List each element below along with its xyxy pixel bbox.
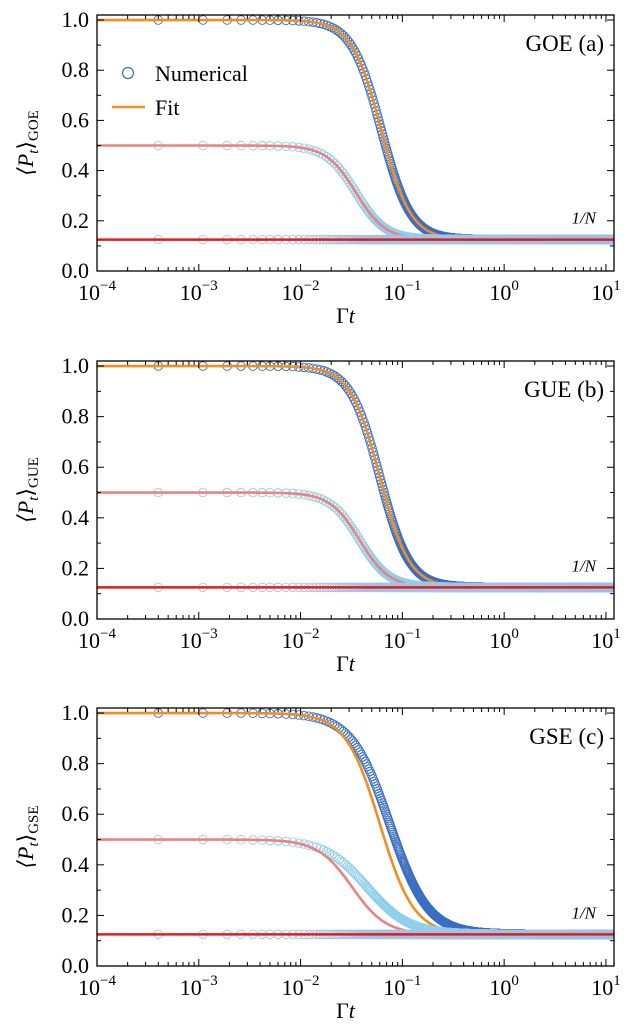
panel-0: 10−4 10−3 10−2 10−1 100 1010.00.20.40.60.81.0… bbox=[13, 7, 621, 328]
